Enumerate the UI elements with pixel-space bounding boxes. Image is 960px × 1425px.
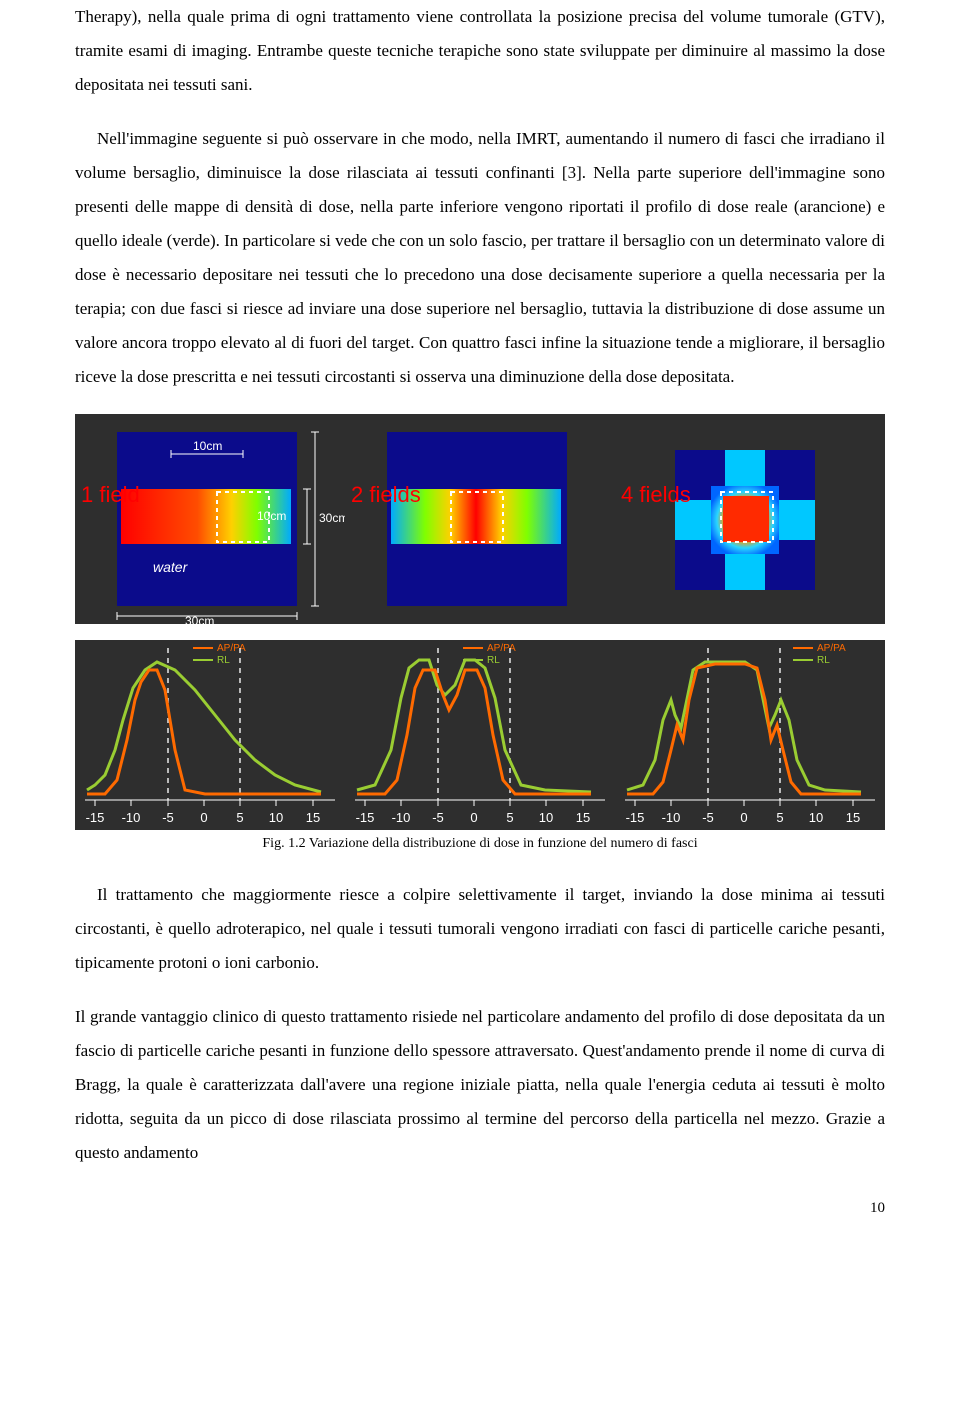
dim-30cm-v: 30cm: [319, 511, 345, 525]
profile-panel-2: AP/PA RL: [345, 640, 615, 830]
dose-panel-4fields: 4 fields: [615, 414, 885, 624]
legend-rl: RL: [487, 655, 500, 666]
xtick: -15: [86, 810, 105, 825]
xtick: 0: [200, 810, 207, 825]
svg-text:-5: -5: [702, 810, 714, 825]
dim-10cm-h: 10cm: [193, 439, 222, 453]
svg-text:-10: -10: [662, 810, 681, 825]
paragraph-4: Il grande vantaggio clinico di questo tr…: [75, 1000, 885, 1170]
legend-ap-pa: AP/PA: [487, 643, 516, 654]
profile-panel-3: AP/PA RL: [615, 640, 885, 830]
dose-panel-1field: 10cm 10cm 30cm water 1 field: [75, 414, 345, 624]
svg-text:10: 10: [539, 810, 553, 825]
legend-ap-pa: AP/PA: [817, 643, 846, 654]
panel-label-4fields: 4 fields: [621, 482, 691, 508]
figure-caption: Fig. 1.2 Variazione della distribuzione …: [75, 836, 885, 852]
svg-text:0: 0: [740, 810, 747, 825]
page-number: 10: [75, 1200, 885, 1217]
xtick: -10: [122, 810, 141, 825]
svg-text:15: 15: [576, 810, 590, 825]
panel-label-1field: 1 field: [81, 482, 140, 508]
svg-text:-5: -5: [432, 810, 444, 825]
svg-text:15: 15: [846, 810, 860, 825]
svg-text:-10: -10: [392, 810, 411, 825]
dim-10cm-v: 10cm: [257, 509, 286, 523]
dose-maps-row: 10cm 10cm 30cm water 1 field: [75, 414, 885, 624]
paragraph-1: Therapy), nella quale prima di ogni trat…: [75, 0, 885, 102]
xtick: 5: [236, 810, 243, 825]
paragraph-2: Nell'immagine seguente si può osservare …: [75, 122, 885, 394]
svg-text:-15: -15: [356, 810, 375, 825]
svg-text:10: 10: [809, 810, 823, 825]
legend-rl: RL: [217, 655, 230, 666]
svg-text:-15: -15: [626, 810, 645, 825]
profiles-row: AP/PA RL: [75, 640, 885, 830]
profile-panel-1: AP/PA RL: [75, 640, 345, 830]
xtick: 10: [269, 810, 283, 825]
legend-rl: RL: [817, 655, 830, 666]
water-label: water: [153, 559, 189, 575]
svg-text:0: 0: [470, 810, 477, 825]
dose-panel-2fields: 2 fields: [345, 414, 615, 624]
xtick: -5: [162, 810, 174, 825]
svg-text:5: 5: [776, 810, 783, 825]
paragraph-3: Il trattamento che maggiormente riesce a…: [75, 878, 885, 980]
panel-label-2fields: 2 fields: [351, 482, 421, 508]
dim-30cm-h-label: 30cm: [185, 614, 214, 628]
figure-1-2: 10cm 10cm 30cm water 1 field: [75, 414, 885, 852]
svg-text:5: 5: [506, 810, 513, 825]
legend-ap-pa: AP/PA: [217, 643, 246, 654]
xtick: 15: [306, 810, 320, 825]
